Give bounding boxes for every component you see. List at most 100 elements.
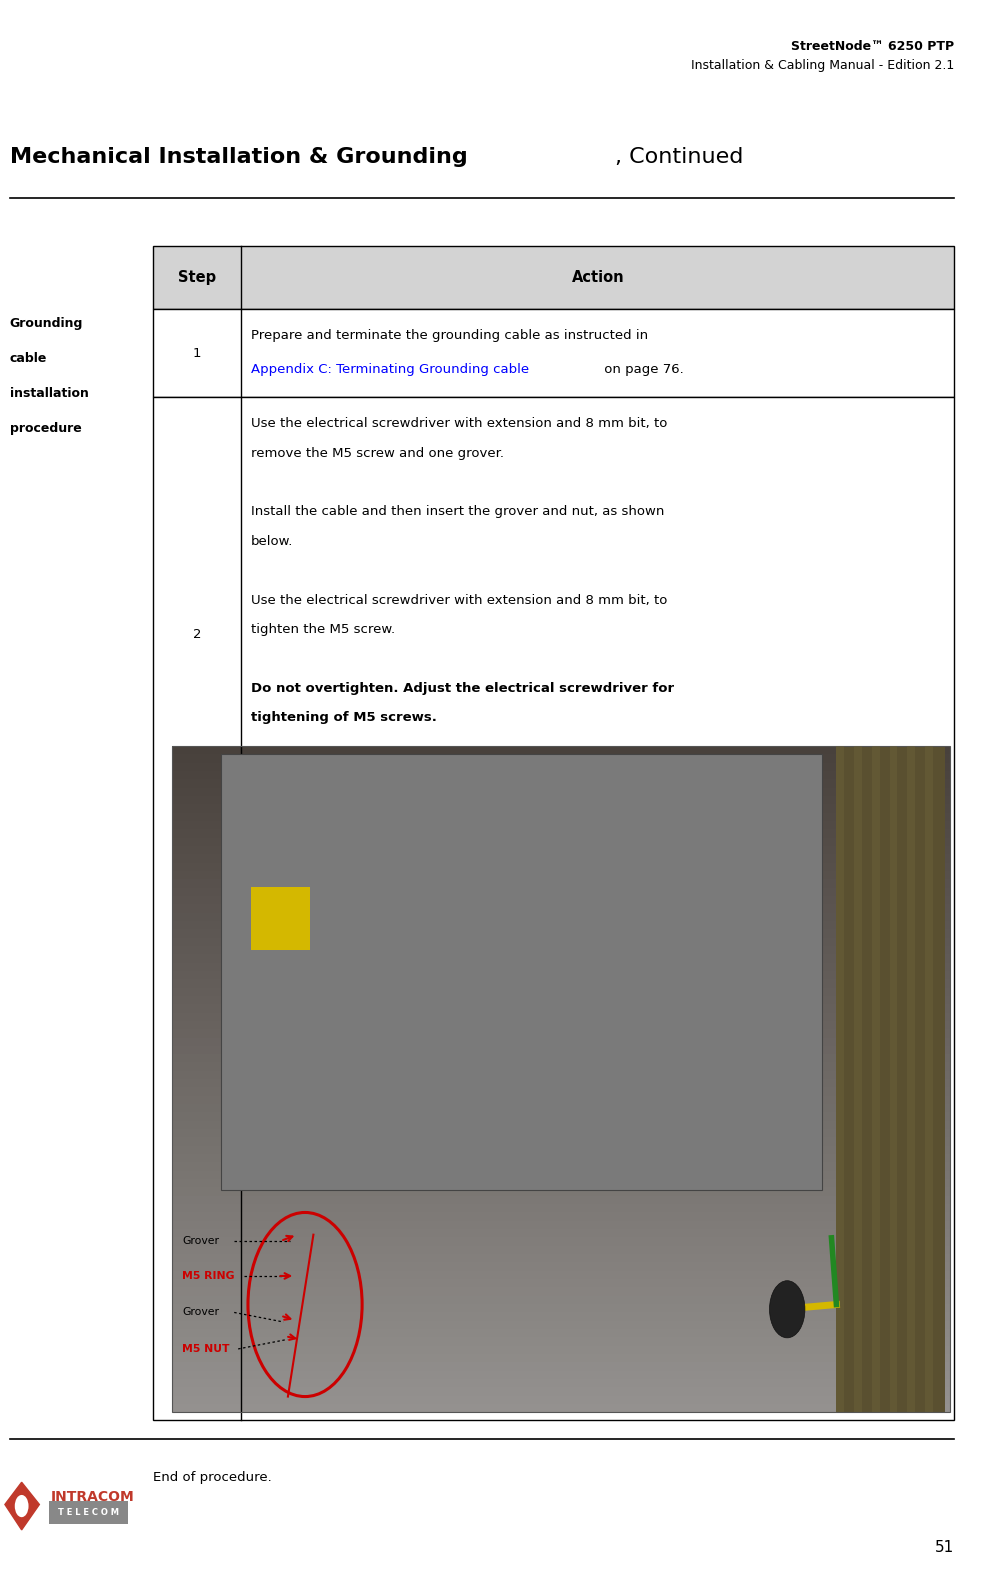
Bar: [172, 820, 950, 828]
Bar: [172, 895, 950, 905]
Bar: [172, 1379, 950, 1387]
Bar: [172, 779, 950, 787]
Text: Grover: Grover: [182, 1236, 219, 1246]
Text: , Continued: , Continued: [615, 146, 743, 167]
Text: M5 RING: M5 RING: [182, 1271, 234, 1281]
Polygon shape: [5, 1482, 39, 1530]
Bar: [172, 797, 950, 805]
Bar: [172, 1038, 950, 1046]
Text: on page 76.: on page 76.: [600, 363, 684, 376]
Text: Use the electrical screwdriver with extension and 8 mm bit, to: Use the electrical screwdriver with exte…: [251, 594, 667, 606]
Text: End of procedure.: End of procedure.: [153, 1471, 272, 1484]
Bar: [172, 1079, 950, 1087]
Bar: [172, 838, 950, 846]
Circle shape: [15, 1495, 29, 1517]
Text: Grover: Grover: [182, 1308, 219, 1317]
Text: Do not overtighten. Adjust the electrical screwdriver for: Do not overtighten. Adjust the electrica…: [251, 682, 674, 695]
Bar: [172, 1063, 950, 1071]
Text: T E L E C O M: T E L E C O M: [58, 1508, 119, 1517]
Text: StreetNode™ 6250 PTP: StreetNode™ 6250 PTP: [791, 40, 954, 52]
Bar: [172, 1197, 950, 1205]
Bar: [172, 1246, 950, 1254]
Bar: [172, 1228, 950, 1238]
Bar: [172, 887, 950, 895]
Text: 1: 1: [193, 346, 201, 360]
Bar: [172, 1005, 950, 1013]
Bar: [172, 1179, 950, 1187]
Bar: [172, 1312, 950, 1320]
Bar: [172, 1346, 950, 1354]
Bar: [172, 971, 950, 979]
Bar: [172, 805, 950, 813]
Bar: [172, 1046, 950, 1054]
Bar: [172, 997, 950, 1005]
Bar: [172, 1220, 950, 1228]
Bar: [172, 946, 950, 954]
Bar: [172, 1354, 950, 1362]
Text: Prepare and terminate the grounding cable as instructed in: Prepare and terminate the grounding cabl…: [251, 329, 648, 341]
Bar: [172, 854, 950, 863]
Bar: [172, 1205, 950, 1212]
Bar: [172, 754, 950, 763]
Bar: [172, 1254, 950, 1263]
Bar: [172, 905, 950, 913]
Text: 51: 51: [935, 1539, 954, 1555]
Bar: [172, 1087, 950, 1095]
Circle shape: [769, 1281, 805, 1338]
Text: remove the M5 screw and one grover.: remove the M5 screw and one grover.: [251, 448, 504, 460]
Text: Action: Action: [572, 270, 624, 286]
Bar: [172, 938, 950, 946]
Bar: [172, 1338, 950, 1346]
Text: tighten the M5 screw.: tighten the M5 screw.: [251, 624, 395, 636]
Bar: [172, 1271, 950, 1279]
Bar: [172, 1071, 950, 1079]
Bar: [172, 813, 950, 820]
Bar: [172, 746, 950, 1412]
Text: cable: cable: [10, 352, 47, 365]
FancyBboxPatch shape: [153, 246, 954, 309]
Bar: [172, 771, 950, 779]
Bar: [172, 828, 950, 838]
Bar: [172, 879, 950, 887]
Text: Use the electrical screwdriver with extension and 8 mm bit, to: Use the electrical screwdriver with exte…: [251, 417, 667, 430]
Bar: [172, 1013, 950, 1020]
Bar: [172, 1371, 950, 1379]
Bar: [172, 1397, 950, 1404]
Bar: [172, 979, 950, 987]
Bar: [172, 954, 950, 962]
Bar: [925, 746, 933, 1412]
Bar: [172, 1171, 950, 1179]
Bar: [172, 962, 950, 971]
Bar: [172, 1263, 950, 1271]
Bar: [172, 787, 950, 797]
Bar: [172, 1154, 950, 1162]
Bar: [172, 1295, 950, 1305]
Bar: [172, 1404, 950, 1412]
Bar: [172, 1130, 950, 1138]
Bar: [172, 1212, 950, 1220]
Bar: [172, 987, 950, 997]
Text: Installation & Cabling Manual - Edition 2.1: Installation & Cabling Manual - Edition …: [691, 59, 954, 71]
Text: below.: below.: [251, 535, 293, 548]
Bar: [172, 920, 950, 928]
Bar: [172, 1305, 950, 1312]
Bar: [172, 1138, 950, 1146]
Text: procedure: procedure: [10, 422, 82, 435]
Text: Mechanical Installation & Grounding: Mechanical Installation & Grounding: [10, 146, 467, 167]
Bar: [172, 1187, 950, 1197]
Bar: [172, 1120, 950, 1130]
Bar: [172, 1020, 950, 1030]
Bar: [172, 746, 950, 754]
Bar: [172, 1287, 950, 1295]
Bar: [890, 746, 897, 1412]
Bar: [172, 846, 950, 854]
Bar: [172, 1387, 950, 1397]
FancyBboxPatch shape: [221, 754, 822, 1190]
Bar: [172, 1362, 950, 1371]
Bar: [172, 1320, 950, 1330]
Text: tightening of M5 screws.: tightening of M5 screws.: [251, 711, 437, 724]
Text: Grounding: Grounding: [10, 317, 84, 330]
Text: Step: Step: [178, 270, 215, 286]
Bar: [172, 913, 950, 920]
Text: installation: installation: [10, 387, 89, 400]
